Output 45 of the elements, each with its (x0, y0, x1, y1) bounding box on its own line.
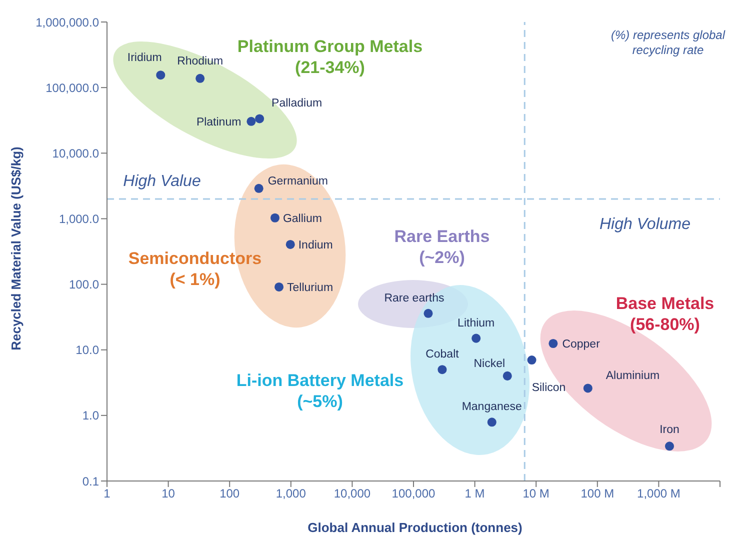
series-label: Aluminium (606, 370, 660, 382)
x-tick-label: 100 M (580, 486, 614, 501)
series-label: Platinum (196, 116, 242, 128)
annotation: Semiconductors (< 1%) (127, 248, 263, 290)
y-tick-label: 1.0 (82, 408, 100, 423)
series-label: Manganese (462, 401, 522, 414)
x-tick-label: 100,000 (392, 486, 436, 501)
x-tick-label: 1,000 M (637, 486, 680, 501)
y-tick-label: 1,000.0 (58, 212, 100, 226)
series-label: Nickel (474, 358, 506, 370)
x-tick-label: 1 (104, 486, 111, 501)
x-tick-label: 100 (220, 486, 240, 501)
x-tick-label: 1 M (464, 486, 485, 501)
series-label: Palladium (272, 98, 322, 110)
series-label: Indium (298, 239, 333, 252)
series-label: Lithium (458, 317, 495, 330)
annotation: High Value (122, 172, 202, 192)
annotation: Rare Earths (~2%) (393, 226, 491, 268)
annotation: Li-ion Battery Metals (~5%) (235, 370, 405, 412)
x-tick-label: 10 (162, 486, 176, 501)
y-tick-label: 1,000,000.0 (36, 15, 100, 30)
series-label: Silicon (532, 382, 566, 394)
series-label: Iridium (127, 52, 162, 64)
series-label: Copper (562, 338, 600, 351)
annotation: Base Metals (56-80%) (614, 293, 716, 336)
y-tick-label: 100.0 (68, 278, 100, 292)
annotation: Platinum Group Metals (21-34%) (237, 37, 423, 78)
series-label: Iron (660, 424, 680, 436)
series-label: Tellurium (287, 282, 334, 294)
series-label: Gallium (282, 212, 322, 225)
series-label: Cobalt (426, 348, 460, 361)
y-tick-label: 10.0 (76, 343, 100, 358)
y-axis-title: Recycled Material Value (US$/kg) (8, 146, 24, 352)
series-label: Rhodium (177, 55, 224, 68)
x-tick-label: 10 M (522, 486, 550, 501)
x-tick-label: 10,000 (334, 486, 371, 501)
y-tick-label: 0.1 (82, 474, 100, 488)
series-label: Germanium (268, 175, 328, 188)
x-tick-label: 1,000 (276, 486, 306, 501)
annotation: High Volume (598, 215, 692, 235)
y-tick-label: 10,000.0 (52, 146, 100, 160)
y-tick-label: 100,000.0 (46, 80, 100, 95)
x-axis-title: Global Annual Production (tonnes) (306, 520, 524, 535)
series-label: Rare earths (384, 292, 445, 304)
annotation: (%) represents global recycling rate (610, 28, 726, 58)
